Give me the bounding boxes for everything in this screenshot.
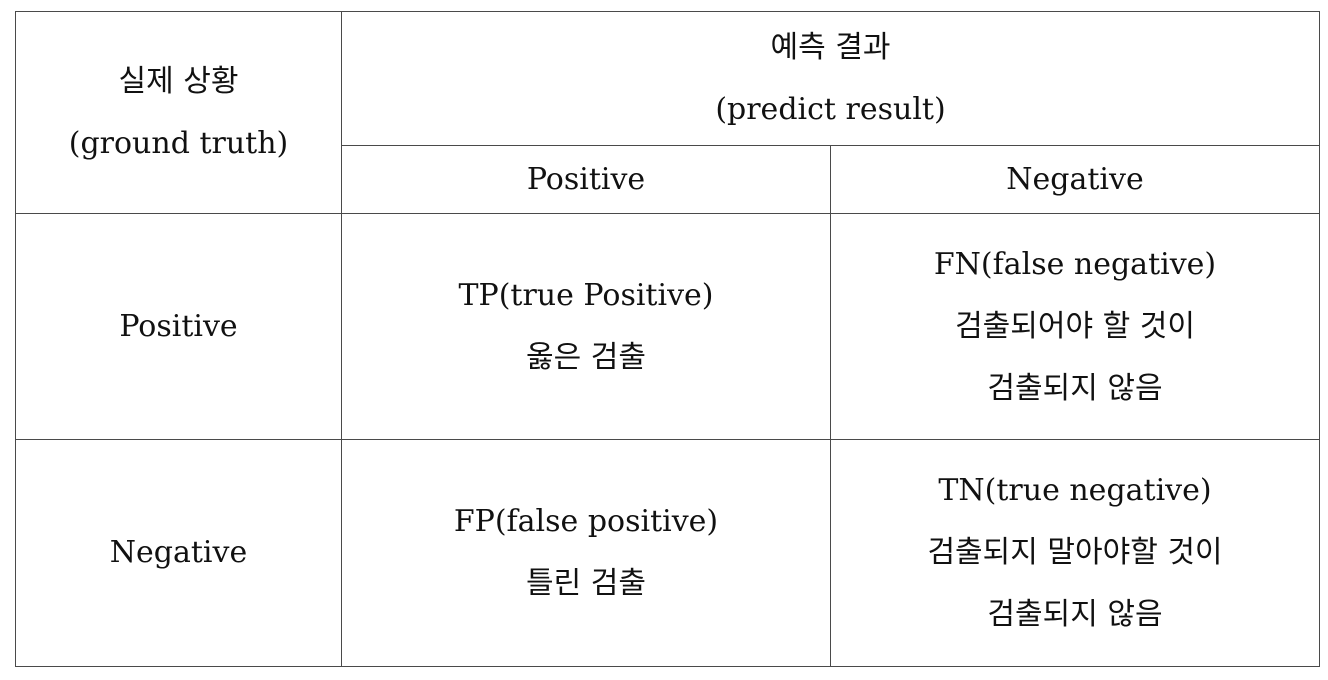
actual-positive-label: Positive bbox=[15, 213, 342, 440]
fn-description-line2: 검출되지 않음 bbox=[987, 370, 1163, 406]
fn-term: FN(false negative) bbox=[933, 246, 1217, 282]
tp-term: TP(true Positive) bbox=[458, 277, 714, 313]
true-positive-cell: TP(true Positive) 옳은 검출 bbox=[341, 213, 831, 440]
predicted-positive-header: Positive bbox=[341, 145, 831, 214]
tn-description-line2: 검출되지 않음 bbox=[987, 597, 1163, 632]
actual-negative-label: Negative bbox=[15, 439, 342, 667]
confusion-matrix-table: 실제 상황 (ground truth) 예측 결과 (predict resu… bbox=[15, 11, 1320, 667]
ground-truth-subtitle: (ground truth) bbox=[68, 125, 289, 161]
fp-description: 틀린 검출 bbox=[526, 566, 646, 601]
header-row: 실제 상황 (ground truth) 예측 결과 (predict resu… bbox=[15, 11, 1320, 214]
predict-result-title: 예측 결과 bbox=[770, 29, 891, 65]
predicted-negative-header: Negative bbox=[830, 145, 1320, 214]
predict-result-subtitle: (predict result) bbox=[715, 91, 946, 127]
actual-negative-row: Negative FP(false positive) 틀린 검출 TN(tru… bbox=[15, 439, 1320, 667]
prediction-class-row: Positive Negative bbox=[16, 145, 1320, 214]
tp-description: 옳은 검출 bbox=[526, 339, 646, 375]
tn-term: TN(true negative) bbox=[938, 473, 1212, 508]
ground-truth-header-cell: 실제 상황 (ground truth) bbox=[15, 11, 342, 214]
false-negative-cell: FN(false negative) 검출되어야 할 것이 검출되지 않음 bbox=[830, 213, 1320, 440]
tn-description-line1: 검출되지 말아야할 것이 bbox=[927, 535, 1223, 570]
fp-term: FP(false positive) bbox=[453, 504, 719, 539]
actual-positive-row: Positive TP(true Positive) 옳은 검출 FN(fals… bbox=[15, 213, 1320, 440]
false-positive-cell: FP(false positive) 틀린 검출 bbox=[341, 439, 831, 667]
true-negative-cell: TN(true negative) 검출되지 말아야할 것이 검출되지 않음 bbox=[830, 439, 1320, 667]
fn-description-line1: 검출되어야 할 것이 bbox=[955, 308, 1195, 344]
predict-result-header-cell: 예측 결과 (predict result) bbox=[341, 11, 1320, 146]
ground-truth-title: 실제 상황 bbox=[118, 63, 239, 99]
